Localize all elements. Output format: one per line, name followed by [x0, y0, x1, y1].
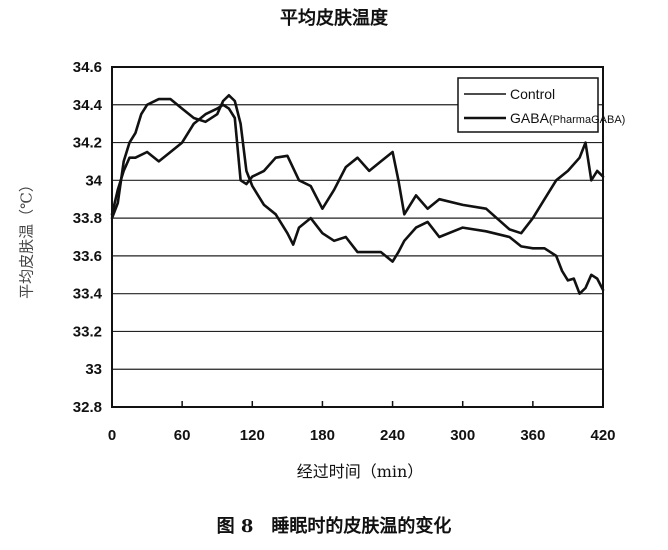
x-tick-label: 360: [520, 427, 545, 444]
y-tick-label: 34: [85, 172, 102, 189]
y-tick-label: 33.2: [73, 323, 102, 340]
series-line-gaba: [110, 103, 605, 235]
series-line-control: [110, 94, 605, 296]
x-tick-label: 300: [450, 427, 475, 444]
y-tick-label: 34.6: [73, 59, 102, 76]
chart-title: 平均皮肤温度: [280, 8, 388, 29]
y-tick-label: 34.2: [73, 135, 102, 152]
x-tick-label: 60: [174, 427, 191, 444]
y-tick-label: 32.8: [73, 399, 102, 416]
y-tick-label: 34.4: [73, 97, 103, 114]
x-tick-label: 120: [240, 427, 265, 444]
legend-label: Control: [510, 86, 555, 102]
y-tick-label: 33.4: [73, 286, 103, 303]
y-tick-label: 33.8: [73, 210, 102, 227]
legend-label: GABA(PharmaGABA): [510, 110, 625, 126]
y-tick-label: 33: [85, 361, 102, 378]
x-tick-label: 420: [590, 427, 615, 444]
x-axis-label: 经过时间（min）: [296, 462, 424, 481]
x-tick-label: 0: [108, 427, 116, 444]
figure-caption: 图 8 睡眠时的皮肤温的变化: [216, 516, 452, 537]
x-tick-label: 240: [380, 427, 405, 444]
x-tick-label: 180: [310, 427, 335, 444]
plot-area-frame: [111, 66, 604, 408]
y-tick-label: 33.6: [73, 248, 102, 265]
legend-box: [457, 77, 599, 133]
